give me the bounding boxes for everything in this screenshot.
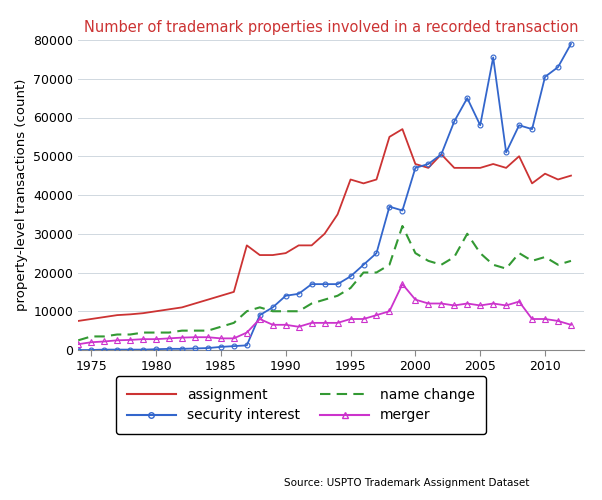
X-axis label: execution year: execution year bbox=[282, 379, 380, 392]
Title: Number of trademark properties involved in a recorded transaction: Number of trademark properties involved … bbox=[84, 20, 579, 34]
Text: Source: USPTO Trademark Assignment Dataset: Source: USPTO Trademark Assignment Datas… bbox=[284, 478, 530, 488]
Y-axis label: property-level transactions (count): property-level transactions (count) bbox=[15, 79, 28, 311]
Legend: assignment, security interest, name change, merger: assignment, security interest, name chan… bbox=[116, 376, 486, 434]
